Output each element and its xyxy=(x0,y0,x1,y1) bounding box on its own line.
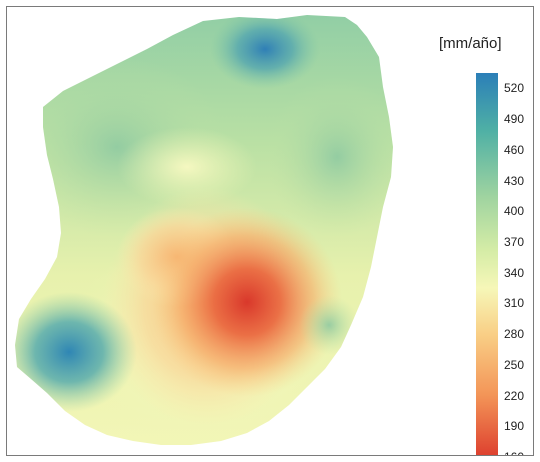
legend-tick-label: 520 xyxy=(504,81,525,96)
legend-tick-label: 220 xyxy=(504,388,525,403)
legend-tick-label: 250 xyxy=(504,357,525,372)
legend-color-bar xyxy=(476,73,498,455)
rainfall-map xyxy=(15,15,393,445)
legend-tick-label: 310 xyxy=(504,296,525,311)
legend-tick-label: 370 xyxy=(504,234,525,249)
legend-tick-label: 160 xyxy=(504,451,524,455)
legend-tick-label: 340 xyxy=(504,265,525,280)
legend-tick-label: 490 xyxy=(504,112,525,127)
legend-title: [mm/año] xyxy=(439,35,502,52)
figure-frame: [mm/año] 520 490 460 430 400 370 340 310 280 250 2… xyxy=(6,6,534,456)
legend-tick-label: 190 xyxy=(504,419,525,434)
rainfall-surface xyxy=(15,15,393,445)
legend-tick-label: 280 xyxy=(504,327,525,342)
legend-tick-label: 460 xyxy=(504,142,525,157)
legend-tick-label: 400 xyxy=(504,204,525,219)
legend-tick-label: 430 xyxy=(504,173,525,188)
